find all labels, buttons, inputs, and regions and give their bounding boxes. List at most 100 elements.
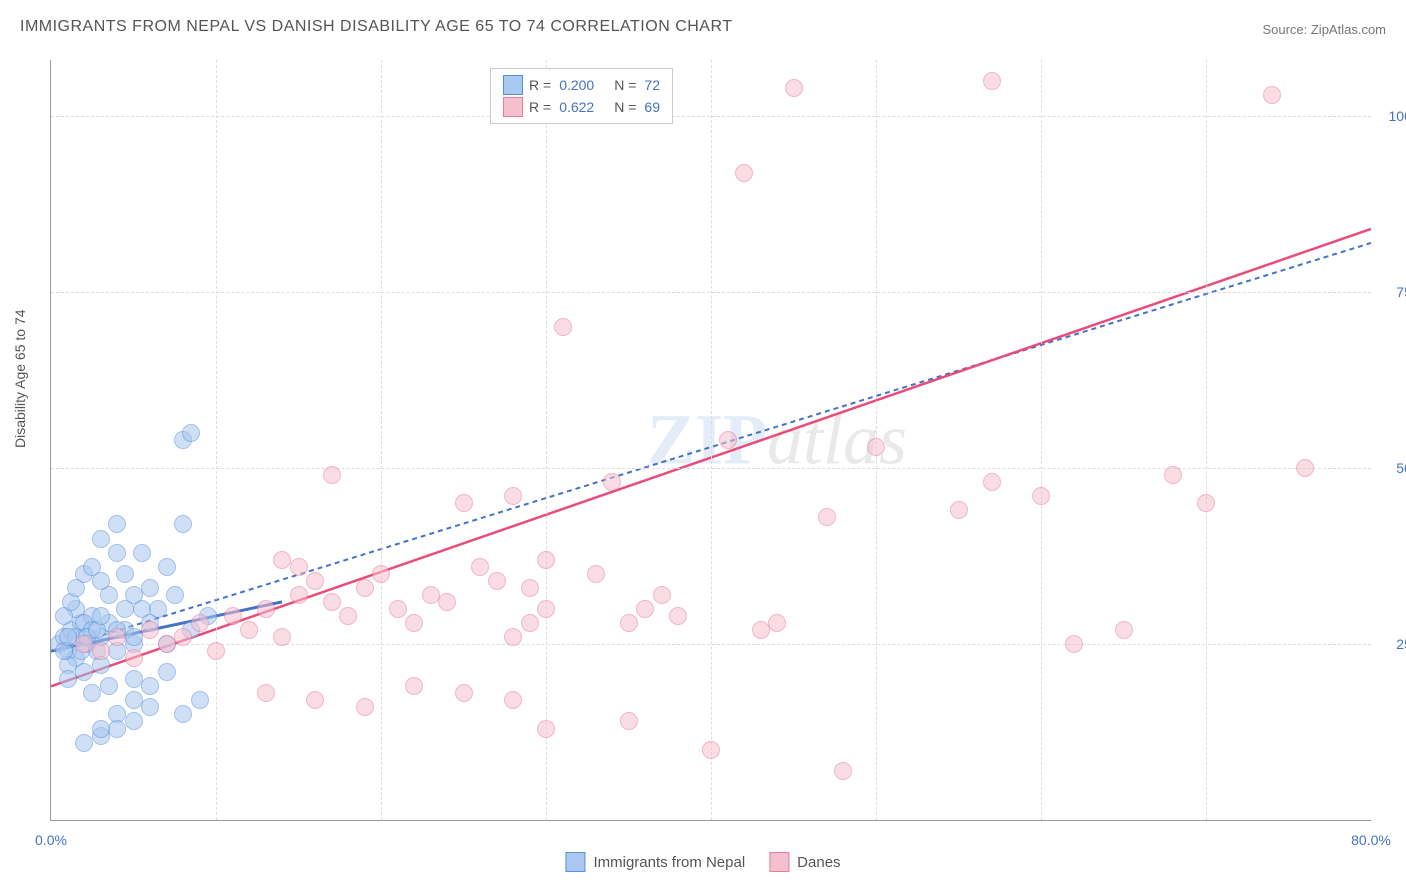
legend-label-nepal: Immigrants from Nepal [593, 854, 745, 871]
scatter-point [158, 635, 176, 653]
scatter-point [75, 663, 93, 681]
scatter-point [587, 565, 605, 583]
scatter-point [125, 649, 143, 667]
scatter-point [149, 600, 167, 618]
gridline-v [381, 60, 382, 820]
scatter-point [372, 565, 390, 583]
x-tick-label: 0.0% [35, 832, 67, 848]
scatter-point [867, 438, 885, 456]
scatter-point [92, 720, 110, 738]
scatter-point [356, 698, 374, 716]
legend-swatch-danes [769, 852, 789, 872]
chart-title: IMMIGRANTS FROM NEPAL VS DANISH DISABILI… [20, 18, 733, 36]
source-attribution: Source: ZipAtlas.com [1262, 22, 1386, 37]
scatter-point [59, 670, 77, 688]
scatter-point [636, 600, 654, 618]
scatter-point [75, 734, 93, 752]
scatter-point [1032, 487, 1050, 505]
plot-area: ZIPatlas 25.0%50.0%75.0%100.0%0.0%80.0% [50, 60, 1371, 821]
scatter-point [306, 691, 324, 709]
scatter-point [100, 677, 118, 695]
correlation-legend: R =0.200N =72R =0.622N =69 [490, 68, 673, 124]
scatter-point [125, 670, 143, 688]
scatter-point [141, 677, 159, 695]
scatter-point [116, 565, 134, 583]
scatter-point [290, 586, 308, 604]
scatter-point [455, 684, 473, 702]
r-value: 0.200 [559, 77, 594, 93]
n-label: N = [614, 99, 636, 115]
scatter-point [125, 712, 143, 730]
scatter-point [702, 741, 720, 759]
scatter-point [273, 551, 291, 569]
scatter-point [108, 515, 126, 533]
legend-item-danes: Danes [769, 852, 840, 872]
y-tick-label: 100.0% [1389, 108, 1406, 124]
gridline-v [546, 60, 547, 820]
scatter-point [174, 515, 192, 533]
scatter-point [257, 600, 275, 618]
scatter-point [125, 586, 143, 604]
scatter-point [455, 494, 473, 512]
gridline-v [711, 60, 712, 820]
scatter-point [504, 487, 522, 505]
scatter-point [191, 691, 209, 709]
scatter-point [735, 164, 753, 182]
n-label: N = [614, 77, 636, 93]
legend-label-danes: Danes [797, 854, 840, 871]
scatter-point [182, 424, 200, 442]
scatter-point [768, 614, 786, 632]
scatter-point [983, 473, 1001, 491]
scatter-point [141, 698, 159, 716]
scatter-point [141, 621, 159, 639]
legend-swatch [503, 97, 523, 117]
gridline-v [1041, 60, 1042, 820]
scatter-point [405, 614, 423, 632]
scatter-point [950, 501, 968, 519]
scatter-point [554, 318, 572, 336]
scatter-point [257, 684, 275, 702]
legend-swatch-nepal [565, 852, 585, 872]
scatter-point [834, 762, 852, 780]
scatter-point [290, 558, 308, 576]
scatter-point [1115, 621, 1133, 639]
scatter-point [125, 628, 143, 646]
series-legend: Immigrants from Nepal Danes [565, 852, 840, 872]
scatter-point [339, 607, 357, 625]
gridline-v [216, 60, 217, 820]
scatter-point [537, 720, 555, 738]
scatter-point [620, 614, 638, 632]
scatter-point [422, 586, 440, 604]
scatter-point [438, 593, 456, 611]
scatter-point [141, 579, 159, 597]
scatter-point [166, 586, 184, 604]
scatter-point [669, 607, 687, 625]
y-tick-label: 50.0% [1396, 460, 1406, 476]
scatter-point [356, 579, 374, 597]
scatter-point [537, 600, 555, 618]
scatter-point [158, 558, 176, 576]
scatter-point [983, 72, 1001, 90]
scatter-point [125, 691, 143, 709]
scatter-point [1197, 494, 1215, 512]
scatter-point [273, 628, 291, 646]
legend-item-nepal: Immigrants from Nepal [565, 852, 745, 872]
scatter-point [818, 508, 836, 526]
n-value: 69 [644, 99, 660, 115]
scatter-point [92, 607, 110, 625]
scatter-point [1296, 459, 1314, 477]
scatter-point [504, 628, 522, 646]
scatter-point [537, 551, 555, 569]
scatter-point [785, 79, 803, 97]
scatter-point [405, 677, 423, 695]
scatter-point [504, 691, 522, 709]
scatter-point [752, 621, 770, 639]
scatter-point [75, 635, 93, 653]
correlation-legend-row: R =0.622N =69 [503, 97, 660, 117]
scatter-point [488, 572, 506, 590]
gridline-v [1206, 60, 1207, 820]
scatter-point [92, 642, 110, 660]
scatter-point [240, 621, 258, 639]
scatter-point [133, 544, 151, 562]
scatter-point [389, 600, 407, 618]
